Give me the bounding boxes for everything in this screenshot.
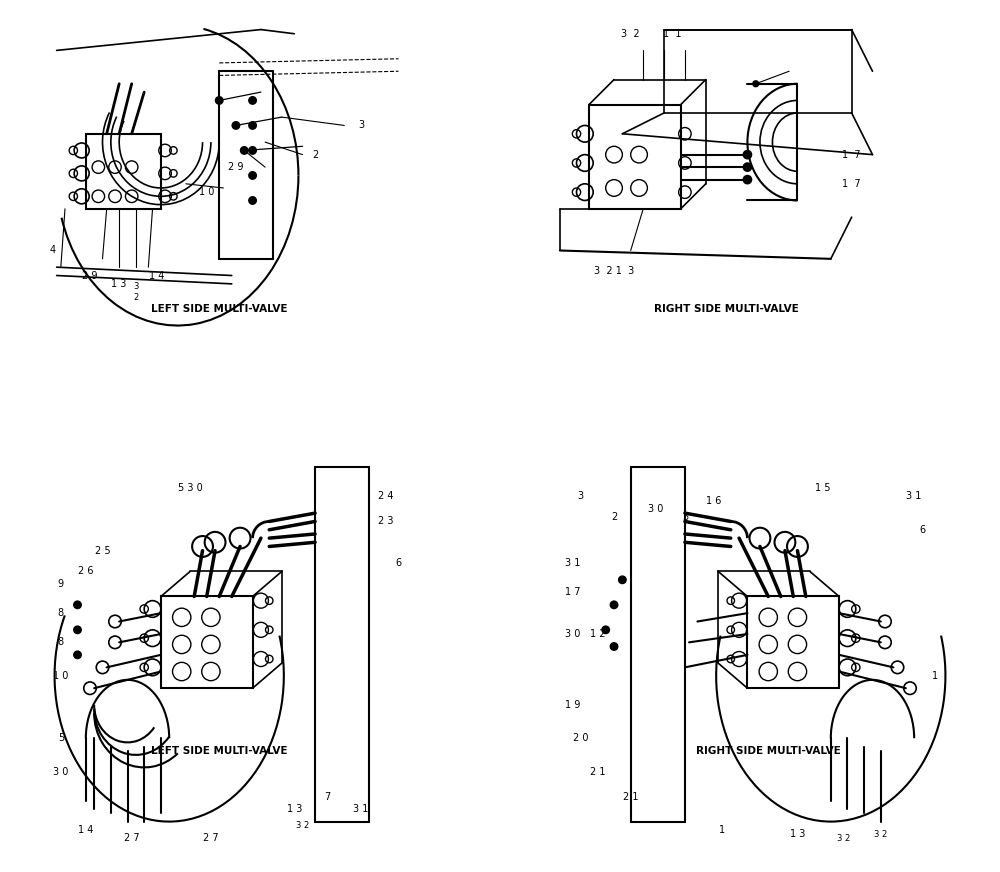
Circle shape <box>215 97 223 104</box>
Text: 3: 3 <box>578 492 584 501</box>
Text: 2: 2 <box>611 512 617 522</box>
Text: RIGHT SIDE MULTI-VALVE: RIGHT SIDE MULTI-VALVE <box>654 303 799 314</box>
Circle shape <box>602 626 609 634</box>
Text: 1  7: 1 7 <box>842 179 861 189</box>
Text: LEFT SIDE MULTI-VALVE: LEFT SIDE MULTI-VALVE <box>151 746 287 756</box>
Circle shape <box>74 626 81 634</box>
Text: 2 1: 2 1 <box>623 792 638 801</box>
Bar <box>664 30 852 113</box>
Text: 8: 8 <box>58 637 64 647</box>
Text: 1 2: 1 2 <box>590 629 605 639</box>
Text: 1 5: 1 5 <box>815 483 830 493</box>
Circle shape <box>610 601 618 609</box>
Text: 2 9: 2 9 <box>82 270 98 281</box>
Bar <box>161 596 253 688</box>
Circle shape <box>249 97 256 104</box>
Text: 1 0: 1 0 <box>53 671 69 681</box>
Text: 7: 7 <box>324 792 331 801</box>
Text: 3  2: 3 2 <box>621 29 640 38</box>
Text: 3 0: 3 0 <box>565 629 580 639</box>
Text: 2 4: 2 4 <box>378 492 394 501</box>
Text: 4: 4 <box>49 246 56 255</box>
Text: RIGHT SIDE MULTI-VALVE: RIGHT SIDE MULTI-VALVE <box>696 746 841 756</box>
Text: 1 9: 1 9 <box>565 700 580 710</box>
Circle shape <box>249 197 256 204</box>
Text: 1: 1 <box>932 671 938 681</box>
Text: 6: 6 <box>919 525 926 535</box>
Text: 2 3: 2 3 <box>378 516 394 527</box>
Circle shape <box>74 651 81 658</box>
Circle shape <box>743 175 752 184</box>
Circle shape <box>610 643 618 651</box>
Text: 3 2: 3 2 <box>837 834 850 842</box>
Text: 3
2: 3 2 <box>133 283 139 302</box>
Circle shape <box>753 81 759 86</box>
Bar <box>86 133 161 208</box>
Text: 2 6: 2 6 <box>78 567 94 576</box>
Text: 2 0: 2 0 <box>573 733 588 743</box>
Text: 2 7: 2 7 <box>203 834 219 843</box>
Text: 2: 2 <box>312 150 318 160</box>
Text: 1 3: 1 3 <box>111 279 127 289</box>
Text: 3 0: 3 0 <box>648 504 663 514</box>
Text: 1 3: 1 3 <box>287 804 302 814</box>
Text: 1 4: 1 4 <box>78 825 94 835</box>
Circle shape <box>249 146 256 154</box>
Text: LEFT SIDE MULTI-VALVE: LEFT SIDE MULTI-VALVE <box>151 303 287 314</box>
Text: 5: 5 <box>682 512 688 522</box>
Text: 8: 8 <box>58 608 64 618</box>
Text: 3 1: 3 1 <box>565 558 580 569</box>
Text: 3  2 1  3: 3 2 1 3 <box>594 266 634 276</box>
Text: 1: 1 <box>719 825 725 835</box>
Text: 2 1: 2 1 <box>590 766 605 777</box>
Circle shape <box>743 151 752 159</box>
Text: 1  1: 1 1 <box>663 29 682 38</box>
Text: 9: 9 <box>58 579 64 589</box>
Text: 3 1: 3 1 <box>906 492 922 501</box>
Text: 1 3: 1 3 <box>790 829 805 839</box>
Text: 3 2: 3 2 <box>874 829 887 839</box>
Circle shape <box>74 601 81 609</box>
Bar <box>747 596 839 688</box>
Circle shape <box>249 172 256 180</box>
Text: 1 6: 1 6 <box>706 495 722 506</box>
Text: 3 1: 3 1 <box>353 804 369 814</box>
Text: 3 0: 3 0 <box>53 766 69 777</box>
Circle shape <box>232 122 240 129</box>
Text: 2 9: 2 9 <box>228 162 244 172</box>
Text: 3: 3 <box>358 120 364 131</box>
Bar <box>589 105 681 208</box>
Text: 3 2: 3 2 <box>296 821 309 830</box>
Text: 2 5: 2 5 <box>95 546 110 555</box>
Text: 1 0: 1 0 <box>199 187 214 197</box>
Text: 6: 6 <box>395 558 402 569</box>
Text: 1 7: 1 7 <box>565 588 580 597</box>
Circle shape <box>619 576 626 583</box>
Text: 1 4: 1 4 <box>149 270 164 281</box>
Text: 5: 5 <box>58 733 64 743</box>
Text: 1  7: 1 7 <box>842 150 861 160</box>
Circle shape <box>240 146 248 154</box>
Circle shape <box>249 122 256 129</box>
Text: 5 3 0: 5 3 0 <box>178 483 202 493</box>
Circle shape <box>743 163 752 171</box>
Text: 2 7: 2 7 <box>124 834 139 843</box>
